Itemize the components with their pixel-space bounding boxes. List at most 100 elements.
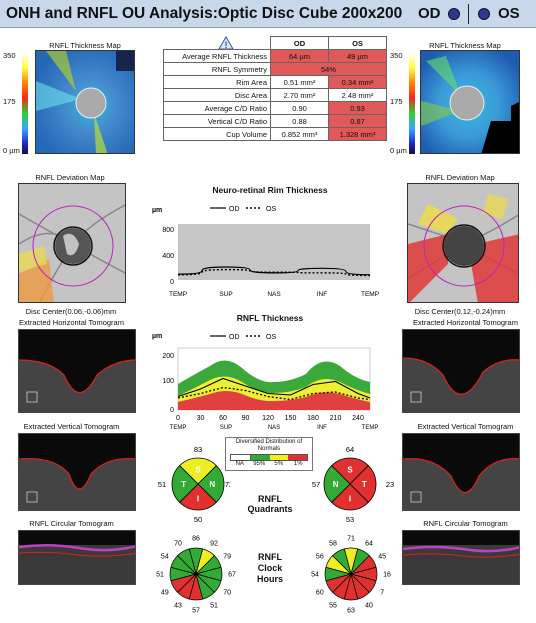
od-deviation-title: RNFL Deviation Map — [35, 173, 105, 182]
row-label: Average C/D Ratio — [163, 101, 271, 115]
clock-value: 64 — [365, 540, 373, 547]
clock-value: 40 — [365, 603, 373, 610]
cell-od: 0.51 mm² — [270, 75, 329, 89]
rim-unit: µm — [152, 207, 162, 214]
table-row: RNFL Symmetry 54% — [163, 62, 387, 76]
os-horizontal-title: Extracted Horizontal Tomogram — [413, 318, 518, 327]
clock-value: 56 — [316, 554, 324, 561]
legend-swatch-1 — [288, 455, 307, 460]
os-vertical-title: Extracted Vertical Tomogram — [417, 422, 514, 431]
clock-value: 70 — [223, 590, 231, 597]
quadrant-sector — [349, 465, 377, 503]
rim-x-tick: INF — [317, 291, 328, 298]
rnfl-x-cat: TEMP — [362, 425, 379, 431]
cell-os: 2.48 mm² — [328, 88, 387, 102]
rnfl-x-tick: 30 — [197, 415, 205, 422]
od-deviation-map — [18, 183, 126, 303]
rim-series-os — [177, 268, 371, 277]
od-vertical-tomogram — [18, 433, 136, 511]
quadrant-value-left: 57 — [312, 480, 320, 489]
table-row: Average RNFL Thickness 64 µm 49 µm — [163, 49, 387, 63]
clock-value: 45 — [378, 554, 386, 561]
os-circular-tomogram — [402, 530, 520, 585]
rnfl-x-tick: 240 — [352, 415, 364, 422]
clock-value: 67 — [228, 572, 236, 579]
rnfl-x-tick: 210 — [330, 415, 342, 422]
od-thickness-map — [35, 50, 135, 154]
od-quadrant-chart: SN I T 83 72 50 51 — [158, 445, 230, 524]
clock-sector — [332, 548, 352, 576]
header-divider — [468, 4, 469, 24]
table-row: Cup Volume 0.852 mm³ 1.328 mm³ — [163, 127, 387, 141]
os-quadrant-chart: ST I N 64 23 53 57 — [312, 445, 394, 524]
cell-od: 0.90 — [270, 101, 329, 115]
quadrant-sector — [179, 457, 217, 485]
row-label: Disc Area — [163, 88, 271, 102]
normals-legend: Diversified Distribution of Normals NA 9… — [225, 437, 313, 471]
os-thickness-colorbar — [409, 52, 415, 154]
od-disc-center: Disc Center(0.06,-0.06)mm — [25, 307, 117, 316]
quadrant-letter: I — [197, 494, 199, 503]
quadrant-letter: N — [209, 480, 215, 489]
quadrant-sector — [331, 483, 369, 511]
od-scale-top: 350 — [3, 51, 16, 60]
rim-chart: µm OD OS 800 400 0 TEMP SUP NAS INF TEMP — [152, 206, 379, 298]
rnfl-normal-1-band — [178, 391, 370, 410]
od-scale-mid: 175 — [3, 97, 16, 106]
clock-value: 49 — [161, 590, 169, 597]
quadrant-sector — [323, 465, 351, 503]
quadrant-sector — [171, 465, 199, 503]
os-deviation-title: RNFL Deviation Map — [425, 173, 495, 182]
rnfl-x-cat: TEMP — [170, 425, 187, 431]
quadrant-letter: S — [195, 466, 201, 475]
rnfl-x-cat: SUP — [220, 425, 232, 431]
table-row: Vertical C/D Ratio 0.88 0.87 — [163, 114, 387, 128]
quadrant-value-right: 23 — [386, 480, 394, 489]
legend-swatch-95 — [250, 455, 270, 460]
clock-value: 79 — [223, 554, 231, 561]
col-od-header: OD — [270, 36, 329, 50]
report-header: ONH and RNFL OU Analysis:Optic Disc Cube… — [0, 0, 536, 28]
od-horizontal-tomogram — [18, 329, 136, 413]
cell-os: 1.328 mm³ — [328, 127, 387, 141]
quadrants-label: RNFL Quadrants — [247, 494, 293, 514]
os-thickness-map — [420, 50, 520, 154]
cell-merged: 54% — [270, 62, 387, 76]
clock-value: 57 — [192, 608, 200, 615]
clock-value: 7 — [380, 590, 384, 597]
quadrant-letter: N — [333, 480, 339, 489]
rim-y-tick: 800 — [162, 227, 174, 234]
cell-od: 2.70 mm² — [270, 88, 329, 102]
os-scale-mid: 175 — [390, 97, 403, 106]
rnfl-x-tick: 120 — [262, 415, 274, 422]
cell-os: 0.34 mm² — [328, 75, 387, 89]
row-label: Cup Volume — [163, 127, 271, 141]
clock-value: 16 — [383, 572, 391, 579]
os-horizontal-tomogram — [402, 329, 520, 413]
rnfl-x-tick: 180 — [307, 415, 319, 422]
rnfl-y-tick: 100 — [162, 378, 174, 385]
quadrant-value-top: 64 — [346, 445, 354, 454]
row-label: Average RNFL Thickness — [163, 49, 271, 63]
rnfl-chart-title: RNFL Thickness — [236, 313, 304, 323]
legend-label-5: 5% — [274, 461, 284, 467]
row-label: RNFL Symmetry — [163, 62, 271, 76]
legend-swatch-na — [231, 455, 251, 460]
legend-swatch-5 — [269, 455, 289, 460]
quadrant-value-bottom: 53 — [346, 515, 354, 524]
cell-od: 0.88 — [270, 114, 329, 128]
rnfl-x-tick: 0 — [176, 415, 180, 422]
rnfl-x-tick: 150 — [285, 415, 297, 422]
table-header-row: OD OS — [163, 36, 387, 50]
rnfl-x-tick: 60 — [219, 415, 227, 422]
rim-x-tick: NAS — [267, 291, 281, 298]
quadrant-value-bottom: 50 — [194, 515, 202, 524]
os-circular-title: RNFL Circular Tomogram — [423, 519, 508, 528]
od-scale-bottom: 0 µm — [3, 146, 20, 155]
table-row: Rim Area 0.51 mm² 0.34 mm² — [163, 75, 387, 89]
clock-value: 86 — [192, 536, 200, 543]
od-eye-icon — [448, 8, 460, 20]
os-label: OS — [498, 5, 520, 22]
quadrant-sector — [197, 465, 225, 503]
quadrant-letter: S — [347, 466, 353, 475]
